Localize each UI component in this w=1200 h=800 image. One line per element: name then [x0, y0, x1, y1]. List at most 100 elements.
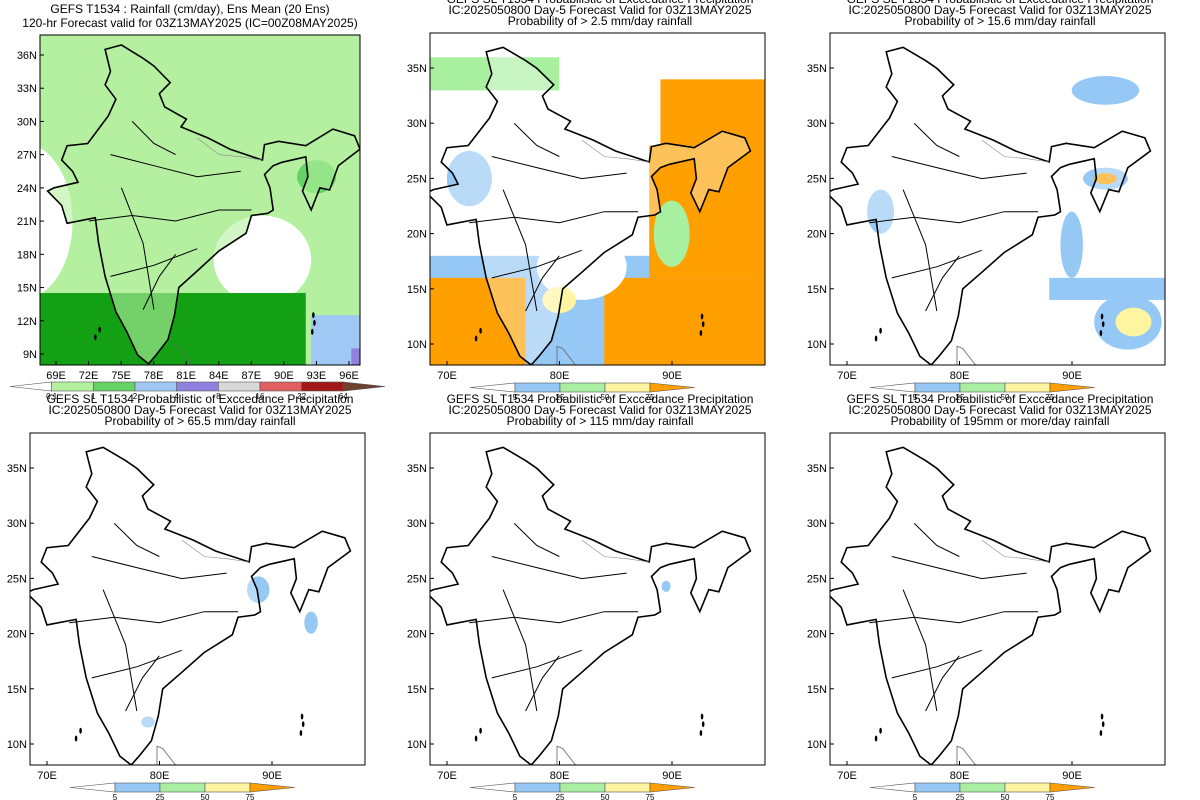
x-tick-label: 80E [550, 370, 570, 382]
state-boundary [491, 249, 582, 279]
y-tick-label: 15N [407, 684, 427, 696]
island [699, 730, 703, 737]
map-background [430, 433, 765, 765]
colorbar-label: 5 [513, 793, 518, 800]
rain-field [1060, 211, 1083, 278]
colorbar-label: 5 [913, 393, 918, 402]
y-tick-label: 20N [407, 229, 427, 241]
rain-field [351, 348, 360, 365]
panel-title: GEFS SL T1534 Probabilistic of Exccedanc… [447, 0, 754, 6]
sri-lanka [556, 745, 576, 765]
coastline [197, 137, 263, 161]
rain-field [311, 315, 360, 365]
y-tick-label: 30N [807, 118, 827, 130]
colorbar-label: 50 [1001, 793, 1010, 800]
island [1101, 721, 1105, 728]
island [700, 713, 704, 720]
y-tick-label: 15N [807, 284, 827, 296]
island [74, 735, 78, 742]
colorbar-segment [1004, 782, 1051, 793]
india-outline [430, 446, 752, 765]
y-tick-label: 25N [807, 173, 827, 185]
state-boundary [69, 611, 238, 624]
india-outline [430, 46, 752, 365]
rain-field [1094, 173, 1117, 185]
y-tick-label: 35N [807, 63, 827, 75]
y-tick-label: 33N [17, 83, 37, 95]
coastline [181, 539, 250, 563]
state-boundary [491, 556, 627, 580]
rain-field [542, 286, 577, 314]
island [700, 313, 704, 320]
colorbar-end [869, 782, 916, 793]
state-boundary [91, 556, 227, 580]
rain-field [1071, 76, 1140, 105]
y-tick-label: 10N [407, 739, 427, 751]
colorbar-segment [604, 382, 651, 393]
map-panel: GEFS T1534 : Rainfall (cm/day), Ens Mean… [9, 2, 386, 401]
map-area [40, 35, 360, 365]
colorbar-label: 8 [216, 392, 221, 401]
panel-title: 120-hr Forecast valid for 03Z13MAY2025 (… [22, 16, 357, 30]
coastline [981, 539, 1050, 563]
colorbar-label: 75 [1046, 393, 1055, 402]
state-boundary [113, 523, 160, 557]
colorbar-label: 75 [1046, 793, 1055, 800]
y-tick-label: 30N [7, 518, 27, 530]
y-tick-label: 25N [407, 573, 427, 585]
colorbar-end [69, 782, 116, 793]
colorbar-end [1049, 782, 1096, 793]
y-tick-label: 15N [7, 684, 27, 696]
state-boundary [925, 655, 960, 712]
state-boundary [502, 589, 538, 712]
sri-lanka [956, 745, 976, 765]
x-tick-label: 80E [950, 770, 970, 782]
state-boundary [491, 156, 627, 180]
colorbar-end [469, 782, 516, 793]
map-background [830, 433, 1165, 765]
panel-title: IC:2025050800 Day-5 Forecast Valid for 0… [448, 3, 751, 17]
rain-field [867, 189, 895, 234]
y-tick-label: 30N [407, 118, 427, 130]
island [712, 372, 715, 378]
state-boundary [110, 248, 198, 277]
state-boundary [469, 611, 638, 624]
y-tick-label: 15N [807, 684, 827, 696]
state-boundary [102, 589, 138, 712]
island [301, 721, 305, 728]
state-boundary [502, 189, 538, 312]
panel-title: Probability of 195mm or more/day rainfal… [891, 414, 1110, 428]
colorbar-label: 25 [156, 793, 165, 800]
colorbar-label: 25 [556, 393, 565, 402]
panel-title: Probability of > 115 mm/day rainfall [507, 414, 694, 428]
colorbar-label: 4 [174, 392, 179, 401]
panel-title: IC:2025050800 Day-5 Forecast Valid for 0… [848, 3, 1151, 17]
state-boundary [469, 211, 638, 224]
colorbar-end [869, 382, 916, 393]
island [474, 735, 478, 742]
rain-field [653, 200, 690, 267]
colorbar-segment [914, 782, 961, 793]
state-boundary [513, 523, 560, 557]
colorbar-segment [559, 382, 606, 393]
panel-title: Probability of > 2.5 mm/day rainfall [508, 14, 692, 28]
y-tick-label: 10N [807, 739, 827, 751]
island [79, 727, 82, 734]
map-frame [829, 432, 1166, 766]
panel-title: IC:2025050800 Day-5 Forecast Valid for 0… [48, 403, 351, 417]
colorbar-end [469, 382, 516, 393]
state-boundary [902, 189, 938, 312]
colorbar-segment [114, 782, 161, 793]
y-tick-label: 35N [407, 63, 427, 75]
x-tick-label: 90E [262, 770, 282, 782]
colorbar-end [1049, 382, 1096, 393]
island [879, 327, 882, 334]
colorbar-label: 75 [646, 793, 655, 800]
map-panel: GEFS SL T1534 Probabilistic of Exccedanc… [407, 0, 766, 402]
y-tick-label: 25N [807, 573, 827, 585]
y-tick-label: 36N [17, 50, 37, 62]
rain-field [661, 580, 671, 592]
y-tick-label: 20N [407, 629, 427, 641]
x-tick-label: 80E [550, 770, 570, 782]
state-boundary [525, 255, 560, 312]
